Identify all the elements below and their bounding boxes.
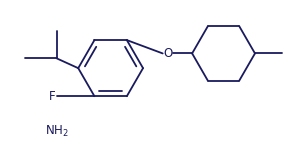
- Text: NH$_2$: NH$_2$: [45, 124, 68, 139]
- Text: O: O: [163, 47, 172, 60]
- Text: F: F: [48, 90, 55, 103]
